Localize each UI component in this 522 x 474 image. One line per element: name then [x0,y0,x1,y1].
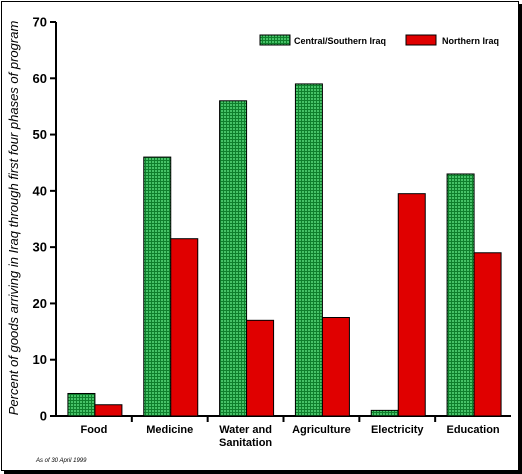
bar-northern [246,319,275,417]
bar-central-southern [294,83,323,417]
footnote: As of 30 April 1999 [35,458,87,464]
y-tick-label: 60 [33,71,47,86]
y-ticks: 0 10 20 30 40 50 60 70 [33,15,56,424]
y-tick-label: 50 [33,127,47,142]
bar-central-southern [446,173,475,417]
legend-swatch [405,34,437,46]
bar-central-southern [370,409,399,417]
bar-central-southern [143,156,172,417]
bar-central-southern [67,392,96,417]
bar-chart: Percent of goods arriving in Iraq throug… [6,15,511,464]
x-tick-label: Agriculture [292,424,351,436]
legend: Central/Southern Iraq Northern Iraq [259,34,499,46]
x-tick-label: Education [446,424,499,436]
bar-northern [321,317,350,417]
y-tick-label: 0 [40,409,47,424]
x-tick-label: Water and [219,424,272,436]
y-tick-label: 40 [33,183,47,198]
legend-swatch [259,34,291,46]
bar-northern [170,238,199,417]
bars [67,83,502,417]
y-tick-label: 30 [33,240,47,255]
axes [55,22,511,422]
x-tick-label: Food [80,424,107,436]
y-tick-label: 10 [33,352,47,367]
y-axis-title-group: Percent of goods arriving in Iraq throug… [6,21,21,416]
bar-northern [473,252,502,417]
legend-label: Central/Southern Iraq [294,36,386,46]
bar-northern [94,404,123,417]
bar-central-southern [219,100,248,417]
x-tick-label: Medicine [146,424,193,436]
y-axis-title: Percent of goods arriving in Iraq throug… [6,21,21,416]
y-tick-label: 20 [33,296,47,311]
legend-label: Northern Iraq [442,36,499,46]
x-tick-label: Electricity [371,424,424,436]
bar-northern [397,193,426,417]
x-tick-label: Sanitation [219,437,272,449]
y-tick-label: 70 [33,15,47,30]
